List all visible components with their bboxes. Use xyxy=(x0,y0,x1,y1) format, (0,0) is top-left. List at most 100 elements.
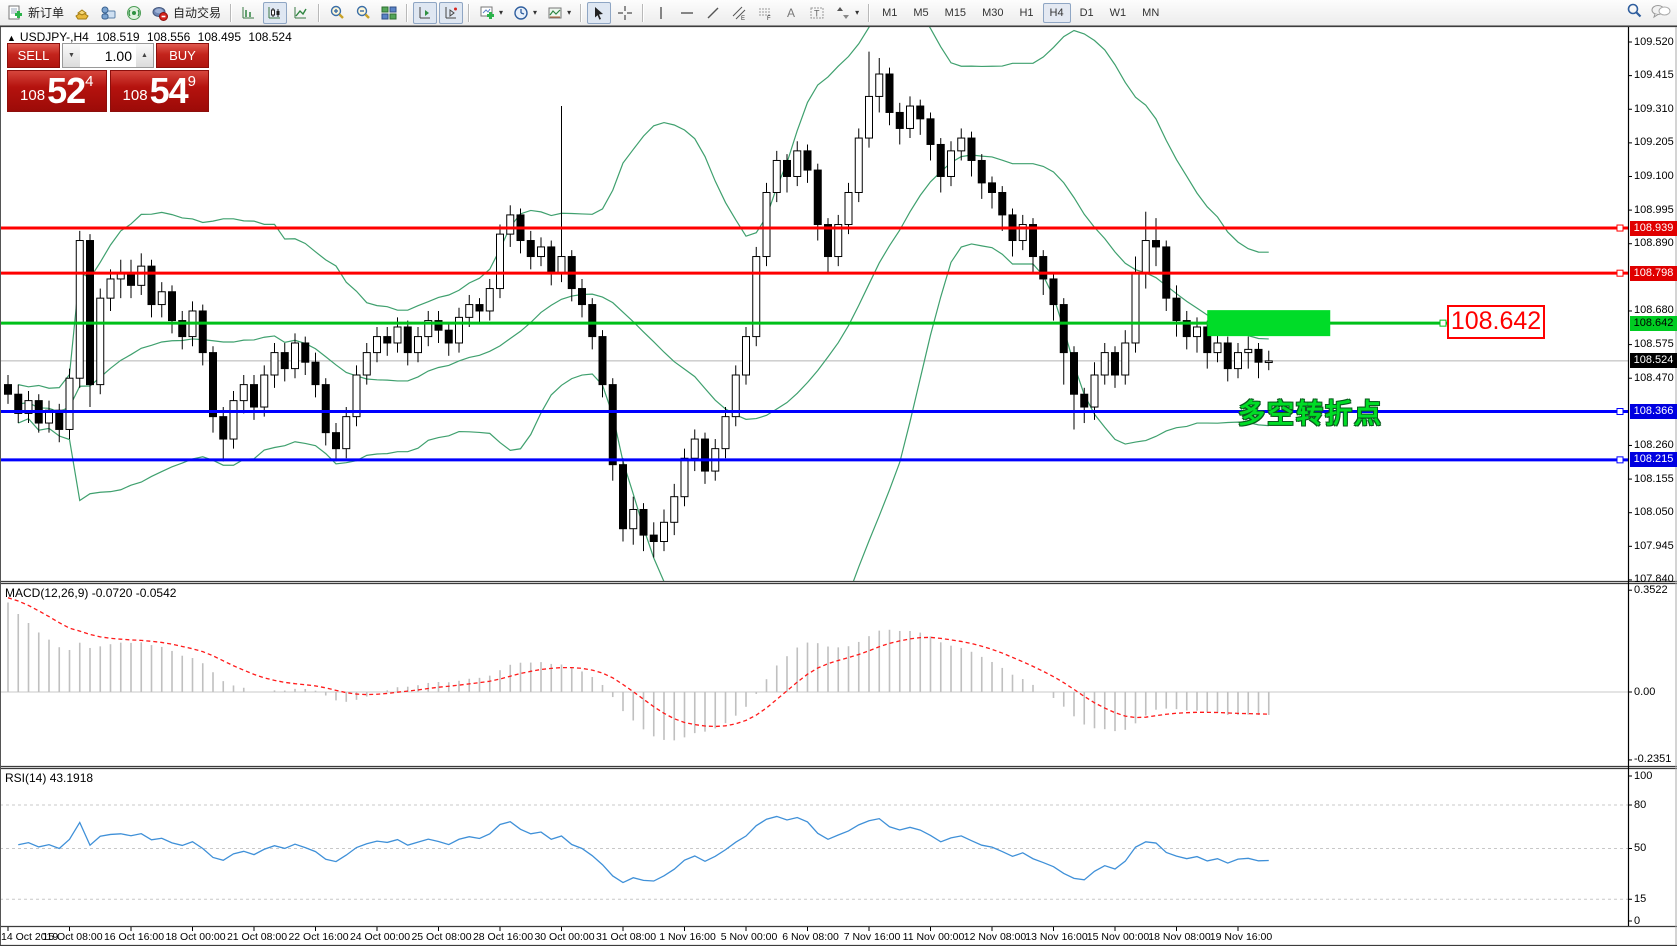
auto-trading-button[interactable]: 自动交易 xyxy=(148,1,225,24)
vertical-line-button[interactable] xyxy=(649,2,673,24)
time-tick: 30 Oct 00:00 xyxy=(534,931,595,943)
zoom-out-button[interactable] xyxy=(351,2,375,24)
rsi-tick: 80 xyxy=(1634,798,1647,811)
ohlc-open: 108.519 xyxy=(96,30,140,44)
volume-increase-button[interactable]: ▲ xyxy=(136,44,153,67)
collapse-triangle-icon[interactable]: ▲ xyxy=(7,33,16,43)
price-tick: 109.205 xyxy=(1634,136,1674,149)
tf-button-D1[interactable]: D1 xyxy=(1079,6,1094,19)
volume-input[interactable] xyxy=(80,44,136,67)
price-tick: 107.945 xyxy=(1634,539,1674,552)
rsi-tick: 15 xyxy=(1634,892,1647,905)
sell-price-sup: 4 xyxy=(85,73,94,90)
time-tick: 16 Oct 16:00 xyxy=(103,931,165,943)
new-chart-icon xyxy=(479,5,495,21)
hline-price-badge: 108.366 xyxy=(1630,404,1677,419)
new-chart-caret-icon[interactable]: ▾ xyxy=(499,8,504,17)
strategy-tester-button[interactable] xyxy=(96,2,120,24)
tf-button-H4[interactable]: H4 xyxy=(1042,2,1071,23)
buy-price-sup: 9 xyxy=(187,73,196,90)
time-tick: 13 Nov 16:00 xyxy=(1025,931,1088,943)
time-tick: 19 Nov 16:00 xyxy=(1209,931,1273,943)
template-button[interactable]: ▾ xyxy=(543,2,575,24)
new-order-button[interactable]: 新订单 xyxy=(3,1,68,24)
signals-button[interactable] xyxy=(122,2,146,24)
zoom-out-icon xyxy=(355,5,371,21)
price-tick: 108.155 xyxy=(1634,472,1674,485)
time-tick: 22 Oct 16:00 xyxy=(288,931,349,943)
hline-price-badge: 108.642 xyxy=(1630,315,1677,331)
crosshair-icon xyxy=(617,5,633,21)
market-watch-icon xyxy=(74,5,90,21)
equidistant-channel-button[interactable]: E xyxy=(727,2,751,24)
tf-button-M15[interactable]: M15 xyxy=(944,6,967,19)
horizontal-line-button[interactable] xyxy=(675,2,699,24)
price-tick: 109.310 xyxy=(1634,102,1674,115)
text-label-button[interactable]: T xyxy=(805,2,829,24)
new-chart-button[interactable]: ▾ xyxy=(475,2,507,24)
tf-button-M1[interactable]: M1 xyxy=(882,6,898,19)
price-tick: 107.840 xyxy=(1634,573,1674,586)
chart-shift-button[interactable] xyxy=(439,1,464,24)
time-tick: 15 Oct 08:00 xyxy=(42,931,103,943)
turning-point-annotation[interactable]: 多空转折点 xyxy=(1238,399,1383,429)
period-icon xyxy=(513,5,529,21)
current-price-badge: 108.524 xyxy=(1630,353,1677,369)
time-tick: 18 Oct 00:00 xyxy=(165,931,226,943)
price-tick: 109.520 xyxy=(1634,35,1674,48)
period-caret-icon[interactable]: ▾ xyxy=(533,8,538,17)
horizontal-line-icon xyxy=(679,5,695,21)
text-button[interactable]: A xyxy=(779,2,803,24)
tf-button-H1[interactable]: H1 xyxy=(1019,6,1034,19)
arrows-icon xyxy=(835,5,851,21)
tf-button-MN[interactable]: MN xyxy=(1142,6,1160,19)
tf-button-W1[interactable]: W1 xyxy=(1109,6,1127,19)
tile-windows-button[interactable] xyxy=(377,2,401,24)
arrows-caret-icon[interactable]: ▾ xyxy=(855,8,860,17)
text-icon: A xyxy=(783,5,799,21)
time-tick: 11 Nov 00:00 xyxy=(902,931,965,943)
macd-name: MACD(12,26,9) xyxy=(5,586,89,600)
volume-decrease-button[interactable]: ▼ xyxy=(63,44,80,67)
cursor-button[interactable] xyxy=(587,1,612,24)
vertical-line-icon xyxy=(653,5,669,21)
time-tick: 21 Oct 08:00 xyxy=(226,931,288,943)
search-icon[interactable] xyxy=(1626,2,1643,22)
sell-price-big: 52 xyxy=(47,70,86,111)
trendline-button[interactable] xyxy=(701,2,725,24)
arrows-button[interactable]: ▾ xyxy=(831,2,863,24)
time-tick: 1 Nov 16:00 xyxy=(659,931,716,943)
sell-price-display[interactable]: 108 52 4 xyxy=(7,70,107,112)
one-click-trading-panel: SELL ▼ ▲ BUY 108 52 4 108 54 9 xyxy=(7,43,209,112)
zoom-in-button[interactable] xyxy=(325,2,349,24)
market-watch-button[interactable] xyxy=(70,2,94,24)
hline-price-badge: 108.939 xyxy=(1630,220,1677,236)
bar-chart-button[interactable] xyxy=(237,2,261,24)
macd-tick: 0.3522 xyxy=(1634,583,1668,596)
auto-scroll-icon xyxy=(417,5,433,21)
tf-button-M30[interactable]: M30 xyxy=(982,6,1004,19)
candlestick-chart-button[interactable] xyxy=(263,1,288,24)
buy-price-prefix: 108 xyxy=(122,87,148,104)
macd-tick: 0.00 xyxy=(1634,685,1656,698)
template-caret-icon[interactable]: ▾ xyxy=(567,8,572,17)
price-tick: 108.260 xyxy=(1634,438,1674,451)
chat-icon[interactable] xyxy=(1651,3,1671,22)
period-button[interactable]: ▾ xyxy=(509,2,541,24)
time-tick: 5 Nov 00:00 xyxy=(720,931,778,943)
rsi-tick: 0 xyxy=(1634,914,1641,927)
tf-button-M5[interactable]: M5 xyxy=(913,6,929,19)
time-tick: 14 Oct 2019 xyxy=(1,931,59,943)
crosshair-button[interactable] xyxy=(613,2,637,24)
price-label-box[interactable]: 108.642 xyxy=(1447,305,1545,339)
chart-window[interactable]: ▲ USDJPY-,H4 108.519 108.556 108.495 108.… xyxy=(0,25,1677,946)
buy-price-display[interactable]: 108 54 9 xyxy=(109,70,209,112)
zoom-in-icon xyxy=(329,5,345,21)
template-icon xyxy=(547,5,563,21)
sell-button[interactable]: SELL xyxy=(7,43,60,68)
fibonacci-button[interactable]: F xyxy=(753,2,777,24)
line-chart-button[interactable] xyxy=(289,2,313,24)
buy-button[interactable]: BUY xyxy=(156,43,209,68)
auto-scroll-button[interactable] xyxy=(413,1,438,24)
